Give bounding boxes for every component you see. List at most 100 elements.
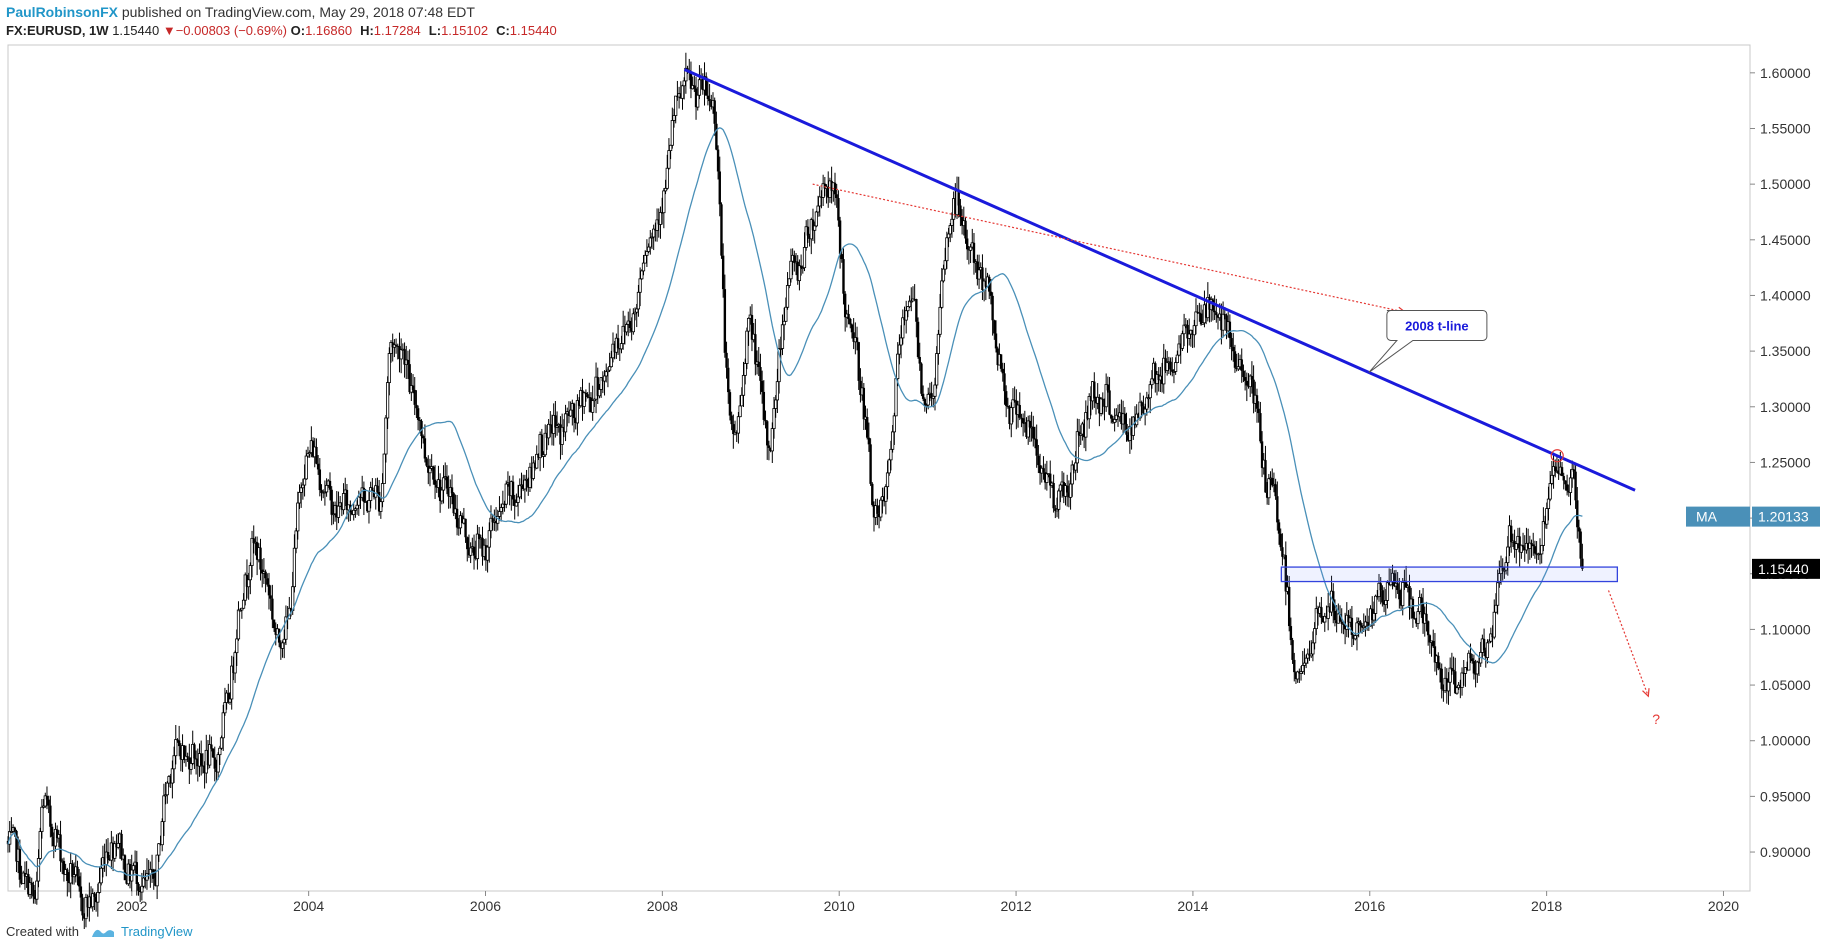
candle [1026, 415, 1030, 445]
candle [236, 601, 241, 641]
candle [1413, 611, 1416, 620]
close-value: 1.15440 [509, 23, 557, 38]
candle [376, 477, 379, 496]
candle [71, 860, 74, 885]
candle [1393, 570, 1396, 588]
candle [670, 107, 674, 149]
candle [967, 245, 971, 265]
candle [876, 498, 879, 526]
candle [554, 400, 557, 438]
candle [320, 484, 323, 501]
trendline-2008[interactable] [683, 68, 1636, 492]
candle [50, 823, 54, 847]
candle [1142, 395, 1145, 415]
candle [991, 292, 994, 336]
publish-info: published on TradingView.com, May 29, 20… [121, 4, 475, 20]
candle [849, 317, 852, 329]
tradingview-brand[interactable]: TradingView [120, 924, 193, 939]
candle [732, 414, 735, 449]
candle [418, 417, 422, 434]
open-value: 1.16860 [305, 23, 353, 38]
candle [508, 475, 511, 506]
high-value: 1.17284 [373, 23, 421, 38]
candle [420, 419, 423, 449]
candle [581, 378, 584, 421]
candle [936, 329, 940, 365]
author-link[interactable]: PaulRobinsonFX [6, 4, 118, 20]
candle [654, 222, 657, 242]
candle [108, 854, 111, 862]
candle [901, 309, 905, 345]
last-price-value: 1.15440 [1758, 561, 1809, 577]
candle [323, 480, 327, 506]
candle [1523, 535, 1526, 562]
candle [415, 390, 418, 419]
candle [264, 569, 267, 593]
candle [730, 411, 733, 431]
candle [1110, 414, 1113, 424]
candle [1472, 654, 1476, 680]
candle [138, 886, 142, 902]
candle [1033, 426, 1037, 449]
candle [128, 859, 132, 889]
arrow-shaft [812, 183, 1406, 313]
candle [183, 744, 186, 764]
candle [830, 166, 833, 204]
candle [1098, 394, 1101, 427]
candle [269, 585, 272, 611]
candle [547, 419, 551, 446]
candle [1281, 533, 1284, 566]
candle [764, 410, 767, 429]
candle [960, 209, 964, 235]
candle [1277, 519, 1281, 545]
candle [472, 534, 476, 570]
candle [1387, 568, 1391, 586]
candle [336, 491, 341, 524]
support-zone[interactable] [1280, 566, 1619, 583]
candle [91, 888, 95, 912]
price-tick-label: 1.60000 [1760, 65, 1811, 81]
candle [746, 317, 751, 346]
candle [684, 52, 688, 94]
candle [1474, 659, 1477, 688]
candle [879, 497, 883, 522]
candle [1579, 528, 1582, 567]
candle [887, 458, 891, 476]
candle [1462, 659, 1465, 686]
candle [67, 872, 71, 893]
candle [938, 293, 942, 338]
candle [1008, 405, 1011, 430]
candle [189, 757, 193, 775]
candle [916, 317, 920, 359]
candle [802, 232, 807, 272]
candle [460, 512, 464, 524]
candle [487, 522, 491, 563]
candle [1460, 667, 1464, 696]
candle [1065, 474, 1069, 507]
candle [1482, 628, 1486, 657]
candle [806, 219, 810, 243]
candle [867, 422, 871, 452]
candle [196, 748, 200, 782]
candle [550, 414, 554, 446]
candle [1560, 462, 1564, 477]
candle [408, 349, 411, 395]
candle [1540, 544, 1544, 564]
candle [1179, 334, 1182, 364]
candle [718, 156, 721, 217]
candle [871, 482, 874, 507]
candle [628, 308, 632, 333]
candle [1396, 572, 1399, 594]
candle [1411, 596, 1415, 628]
candle [1191, 329, 1194, 348]
candle [1538, 538, 1542, 565]
candle [1094, 396, 1098, 415]
candle [679, 81, 682, 99]
candle [866, 408, 869, 440]
candle [1148, 380, 1152, 414]
tradingview-logo-icon[interactable] [91, 926, 115, 938]
candle [1198, 302, 1201, 322]
trendline-label-callout[interactable]: 2008 t-line [1368, 309, 1488, 373]
candle [696, 86, 700, 111]
